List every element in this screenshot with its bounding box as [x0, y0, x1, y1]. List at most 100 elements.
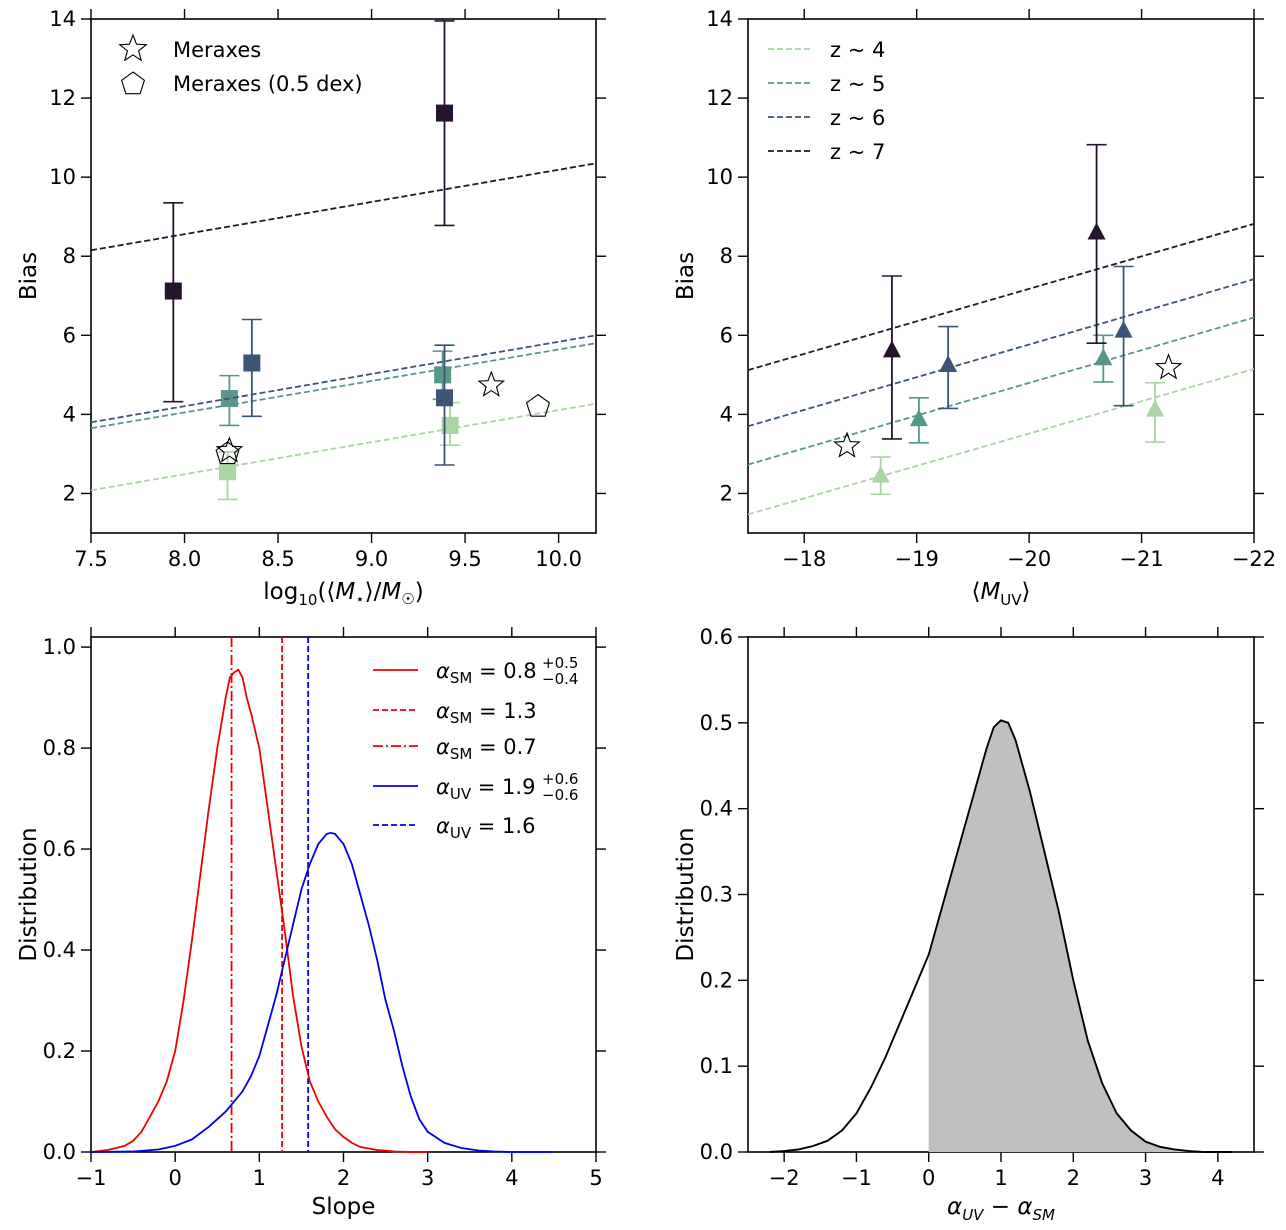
y-tick-label: 12 — [706, 86, 733, 110]
legend-label: z ~ 5 — [830, 72, 885, 96]
fit-line — [748, 278, 1254, 428]
y-tick-label: 0.4 — [43, 938, 76, 962]
x-tick-label: 7.5 — [74, 547, 107, 571]
series-z---6 — [748, 265, 1254, 428]
y-tick-label: 0.8 — [43, 736, 76, 760]
x-tick-label: 2 — [1067, 1166, 1080, 1190]
series-z---7 — [748, 143, 1254, 440]
data-point — [1114, 320, 1133, 338]
legend-item: αSM = 0.8 +0.5−0.4 — [373, 654, 578, 688]
legend-item: αUV = 1.6 — [373, 814, 535, 842]
legend: αSM = 0.8 +0.5−0.4 αSM = 1.3 αSM = 0.7 αUV =… — [373, 654, 578, 842]
fit-line — [91, 334, 596, 424]
pentagon-icon — [120, 71, 146, 95]
data-point — [436, 104, 453, 122]
legend-label: αSM = 0.7 — [436, 735, 537, 763]
meraxes-star-marker — [1154, 353, 1183, 380]
legend-label: z ~ 4 — [830, 38, 885, 62]
x-tick-label: 9.5 — [448, 547, 481, 571]
series-z---7 — [91, 20, 596, 403]
x-tick-label: 0 — [922, 1166, 935, 1190]
y-tick-label: 0.4 — [700, 797, 733, 821]
legend-item: z ~ 5 — [768, 72, 885, 96]
y-tick-label: 1.0 — [43, 635, 76, 659]
plot-frame — [747, 18, 1255, 534]
x-axis-label: αUV − αSM — [947, 1194, 1055, 1224]
fit-line — [91, 342, 596, 430]
x-tick-label: 1 — [994, 1166, 1007, 1190]
plot-frame — [90, 18, 597, 534]
y-tick-label: 10 — [706, 165, 733, 189]
y-tick-label: 2 — [720, 481, 733, 505]
x-tick-label: 2 — [337, 1166, 350, 1190]
meraxes-star-marker — [215, 436, 244, 463]
panel-bottom-right: −2 −1 0 1 2 3 4 0.0 0.1 0.2 0.3 0.4 0.5 0.6 Distributi… — [673, 625, 1264, 1224]
x-tick-label: 3 — [421, 1166, 434, 1190]
meraxes-star-marker — [477, 370, 506, 397]
y-tick-label: 14 — [49, 7, 76, 31]
legend-label: z ~ 6 — [830, 106, 885, 130]
x-tick-label: −19 — [895, 547, 939, 571]
x-tick-label: 4 — [505, 1166, 518, 1190]
y-tick-label: 0.2 — [700, 968, 733, 992]
x-axis-label: Slope — [312, 1194, 376, 1220]
x-tick-label: −1 — [841, 1166, 872, 1190]
data-point — [1087, 222, 1106, 240]
y-axis-label: Distribution — [16, 827, 42, 961]
distribution-curve — [769, 719, 1233, 1153]
y-tick-label: 0.2 — [43, 1039, 76, 1063]
x-tick-label: 8.5 — [261, 547, 294, 571]
legend-item: z ~ 7 — [768, 140, 885, 164]
y-tick-label: 0.3 — [700, 883, 733, 907]
fit-line — [748, 368, 1254, 516]
y-tick-label: 0.6 — [700, 625, 733, 649]
legend-upper-error: +0.6 — [542, 770, 578, 788]
x-tick-label: 1 — [253, 1166, 266, 1190]
fit-line — [91, 162, 596, 252]
y-tick-label: 0.1 — [700, 1054, 733, 1078]
panel-bottom-left: −1 0 1 2 3 4 5 0.0 0.2 0.4 0.6 0.8 1.0 Distribution Sl… — [16, 627, 606, 1220]
y-tick-label: 0.0 — [700, 1140, 733, 1164]
y-axis-label: Bias — [673, 252, 699, 300]
legend-label: z ~ 7 — [830, 140, 885, 164]
data-point — [1094, 348, 1113, 366]
meraxes-pentagon-marker — [215, 441, 240, 465]
legend-item: z ~ 6 — [768, 106, 885, 130]
data-point — [243, 354, 261, 372]
y-tick-label: 0.5 — [700, 711, 733, 735]
y-tick-label: 8 — [720, 244, 733, 268]
series-z---4 — [748, 368, 1254, 516]
legend-label: Meraxes — [173, 38, 261, 62]
y-tick-label: 2 — [63, 481, 76, 505]
data-point — [939, 354, 958, 372]
legend-label: Meraxes (0.5 dex) — [173, 72, 363, 96]
series-z---6 — [91, 318, 596, 466]
meraxes-pentagon-marker — [525, 393, 551, 417]
x-tick-label: −2 — [769, 1166, 800, 1190]
y-tick-label: 0.0 — [43, 1140, 76, 1164]
y-axis-label: Distribution — [673, 827, 699, 961]
x-tick-label: −21 — [1119, 547, 1163, 571]
x-tick-label: −18 — [782, 547, 826, 571]
legend-label: αSM = 0.8 — [436, 659, 537, 687]
x-tick-label: 3 — [1139, 1166, 1152, 1190]
legend-label: αUV = 1.9 — [436, 775, 535, 803]
data-point — [1146, 399, 1165, 417]
legend-label: αUV = 1.6 — [436, 814, 535, 842]
data-point — [871, 465, 890, 483]
legend-lower-error: −0.4 — [542, 670, 578, 688]
y-tick-label: 10 — [49, 165, 76, 189]
panel-top-left: 7.5 8.0 8.5 9.0 9.5 10.0 2 4 6 8 10 12 14 Bias log10(⟨… — [16, 7, 606, 609]
data-point — [219, 463, 237, 481]
legend-upper-error: +0.5 — [542, 654, 578, 672]
y-tick-label: 0.6 — [43, 837, 76, 861]
legend: z ~ 4 z ~ 5 z ~ 6 z ~ 7 — [768, 38, 885, 164]
distribution-curve — [90, 668, 428, 1153]
y-tick-label: 4 — [63, 402, 76, 426]
distribution-curve — [90, 831, 554, 1153]
data-point — [434, 366, 452, 384]
series-z---4 — [91, 401, 596, 501]
data-point — [436, 389, 453, 407]
fit-line — [748, 316, 1254, 466]
